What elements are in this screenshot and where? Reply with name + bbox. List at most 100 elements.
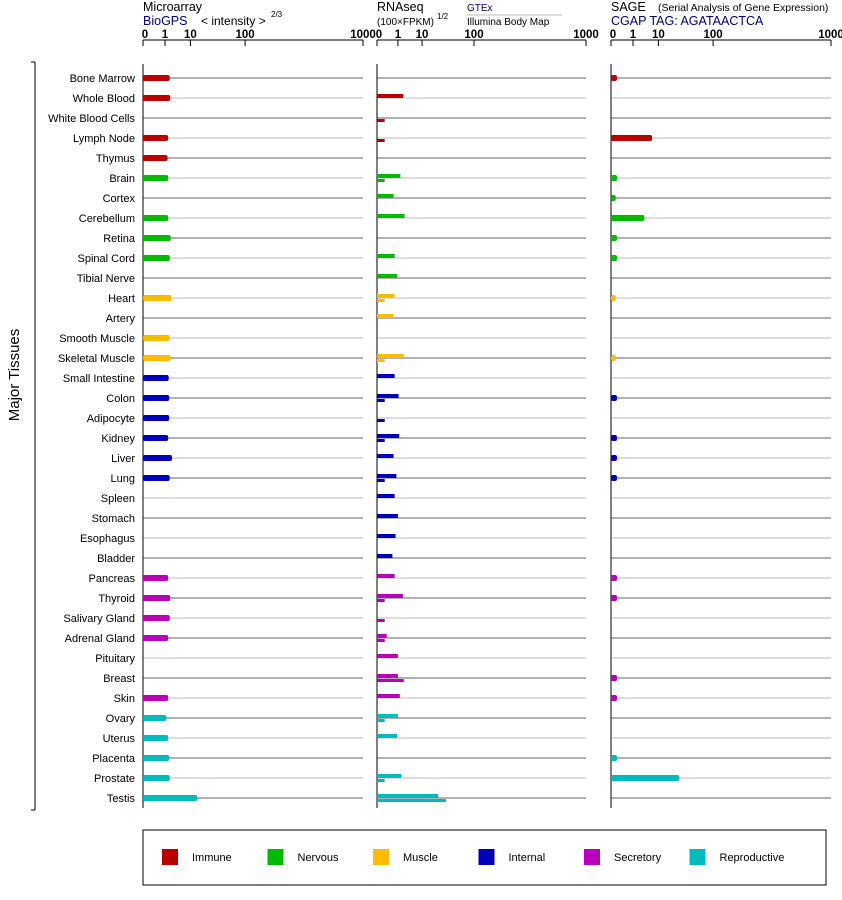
microarray-source-link[interactable]: BioGPS (143, 14, 187, 28)
tissue-label: Retina (103, 233, 136, 245)
gtex-bar (377, 394, 399, 398)
microarray-bar (143, 415, 170, 421)
gtex-source-link[interactable]: GTEx (467, 3, 493, 14)
sage-bar (611, 395, 617, 401)
tissue-label: Tibial Nerve (77, 273, 135, 285)
microarray-bar (143, 595, 171, 601)
microarray-title: Microarray (143, 0, 203, 14)
tissue-label: Pituitary (95, 653, 135, 665)
microarray-bar (143, 635, 169, 641)
tissue-label: Thymus (96, 153, 136, 165)
rnaseq-header: RNAseq (100×FPKM) 1/2 GTEx Illumina Body… (377, 0, 562, 28)
gtex-bar (377, 214, 405, 218)
gtex-bar (377, 474, 397, 478)
illumina-bar (377, 399, 385, 402)
microarray-bar (143, 375, 169, 381)
legend-swatch-nervous (267, 849, 284, 865)
gtex-bar (377, 794, 439, 798)
gtex-bar (377, 734, 398, 738)
illumina-bar (377, 299, 385, 302)
tissue-label: Lymph Node (73, 133, 135, 145)
microarray-bar (143, 135, 169, 141)
tissue-label: Breast (103, 673, 135, 685)
legend-swatch-secretory (584, 849, 600, 865)
microarray-bar (143, 695, 169, 701)
gtex-bar (377, 714, 398, 718)
tissue-label: Pancreas (89, 573, 136, 585)
microarray-bar (143, 775, 170, 781)
gtex-bar (377, 594, 403, 598)
microarray-bar (143, 235, 171, 241)
microarray-bar (143, 795, 198, 801)
rnaseq-title: RNAseq (377, 0, 424, 14)
illumina-bar (377, 799, 447, 802)
gtex-bar (377, 94, 404, 98)
tissue-rows: Bone Marrow Whole Blood White Blood Cells L… (48, 73, 831, 805)
legend: Immune Nervous Muscle Internal Secretory Repr… (162, 849, 784, 865)
tissue-label: Spinal Cord (78, 253, 135, 265)
illumina-bar (377, 639, 385, 642)
tissue-label: Liver (111, 453, 135, 465)
gtex-bar (377, 174, 401, 178)
sage-bar (611, 595, 617, 601)
tissue-label: Brain (109, 173, 135, 185)
sage-title: SAGE (611, 0, 646, 14)
illumina-bar (377, 139, 385, 142)
tissue-label: Placenta (92, 753, 136, 765)
legend-swatch-immune (162, 849, 178, 865)
microarray-bar (143, 255, 170, 261)
microarray-bar (143, 575, 169, 581)
sage-bar (611, 175, 617, 181)
tissue-label: Uterus (103, 733, 136, 745)
x-tick-label: 100 (704, 29, 723, 41)
microarray-bar (143, 455, 173, 461)
legend-label-reproductive: Reproductive (720, 852, 785, 864)
microarray-bar (143, 335, 170, 341)
microarray-bar (143, 395, 170, 401)
tissue-label: Lung (111, 473, 135, 485)
tissue-label: Heart (108, 293, 135, 305)
illumina-bar (377, 359, 385, 362)
x-tick-label: 100 (464, 29, 483, 41)
legend-label-muscle: Muscle (403, 852, 438, 864)
tissue-label: Prostate (94, 773, 135, 785)
x-tick-label: 10 (184, 29, 197, 41)
x-tick-label: 1000 (573, 29, 599, 41)
tissue-label: Small Intestine (63, 373, 135, 385)
microarray-header: Microarray BioGPS < intensity > 2/3 (143, 0, 283, 28)
tissue-label: Smooth Muscle (59, 333, 135, 345)
tissue-label: Cerebellum (79, 213, 135, 225)
gtex-bar (377, 314, 394, 318)
illumina-bar (377, 119, 385, 122)
gtex-bar (377, 514, 398, 518)
sage-bar (611, 75, 617, 81)
sage-bar (611, 255, 617, 261)
microarray-bar (143, 435, 169, 441)
gtex-bar (377, 274, 398, 278)
x-tick-label: 1000 (350, 29, 376, 41)
sage-bar (611, 455, 617, 461)
tissue-label: Bone Marrow (70, 73, 135, 85)
sage-bar (611, 695, 617, 701)
tissue-label: Stomach (92, 513, 135, 525)
sage-bar (611, 475, 617, 481)
sage-tag-link[interactable]: CGAP TAG: AGATAACTCA (611, 14, 764, 28)
tissue-label: Thyroid (98, 593, 135, 605)
illumina-bar (377, 479, 385, 482)
x-tick-label: 1 (630, 29, 637, 41)
x-tick-label: 0 (376, 29, 382, 41)
tissue-label: Skin (114, 693, 135, 705)
sage-bar (611, 215, 645, 221)
gtex-bar (377, 534, 396, 538)
microarray-bar (143, 175, 169, 181)
legend-label-immune: Immune (192, 852, 232, 864)
gtex-bar (377, 674, 398, 678)
microarray-bar (143, 755, 170, 761)
tissue-label: White Blood Cells (48, 113, 135, 125)
sage-header: SAGE (Serial Analysis of Gene Expression… (611, 0, 828, 28)
y-axis-bracket (31, 61, 36, 811)
gtex-bar (377, 354, 404, 358)
legend-swatch-internal (478, 849, 495, 865)
sage-bar (611, 575, 617, 581)
